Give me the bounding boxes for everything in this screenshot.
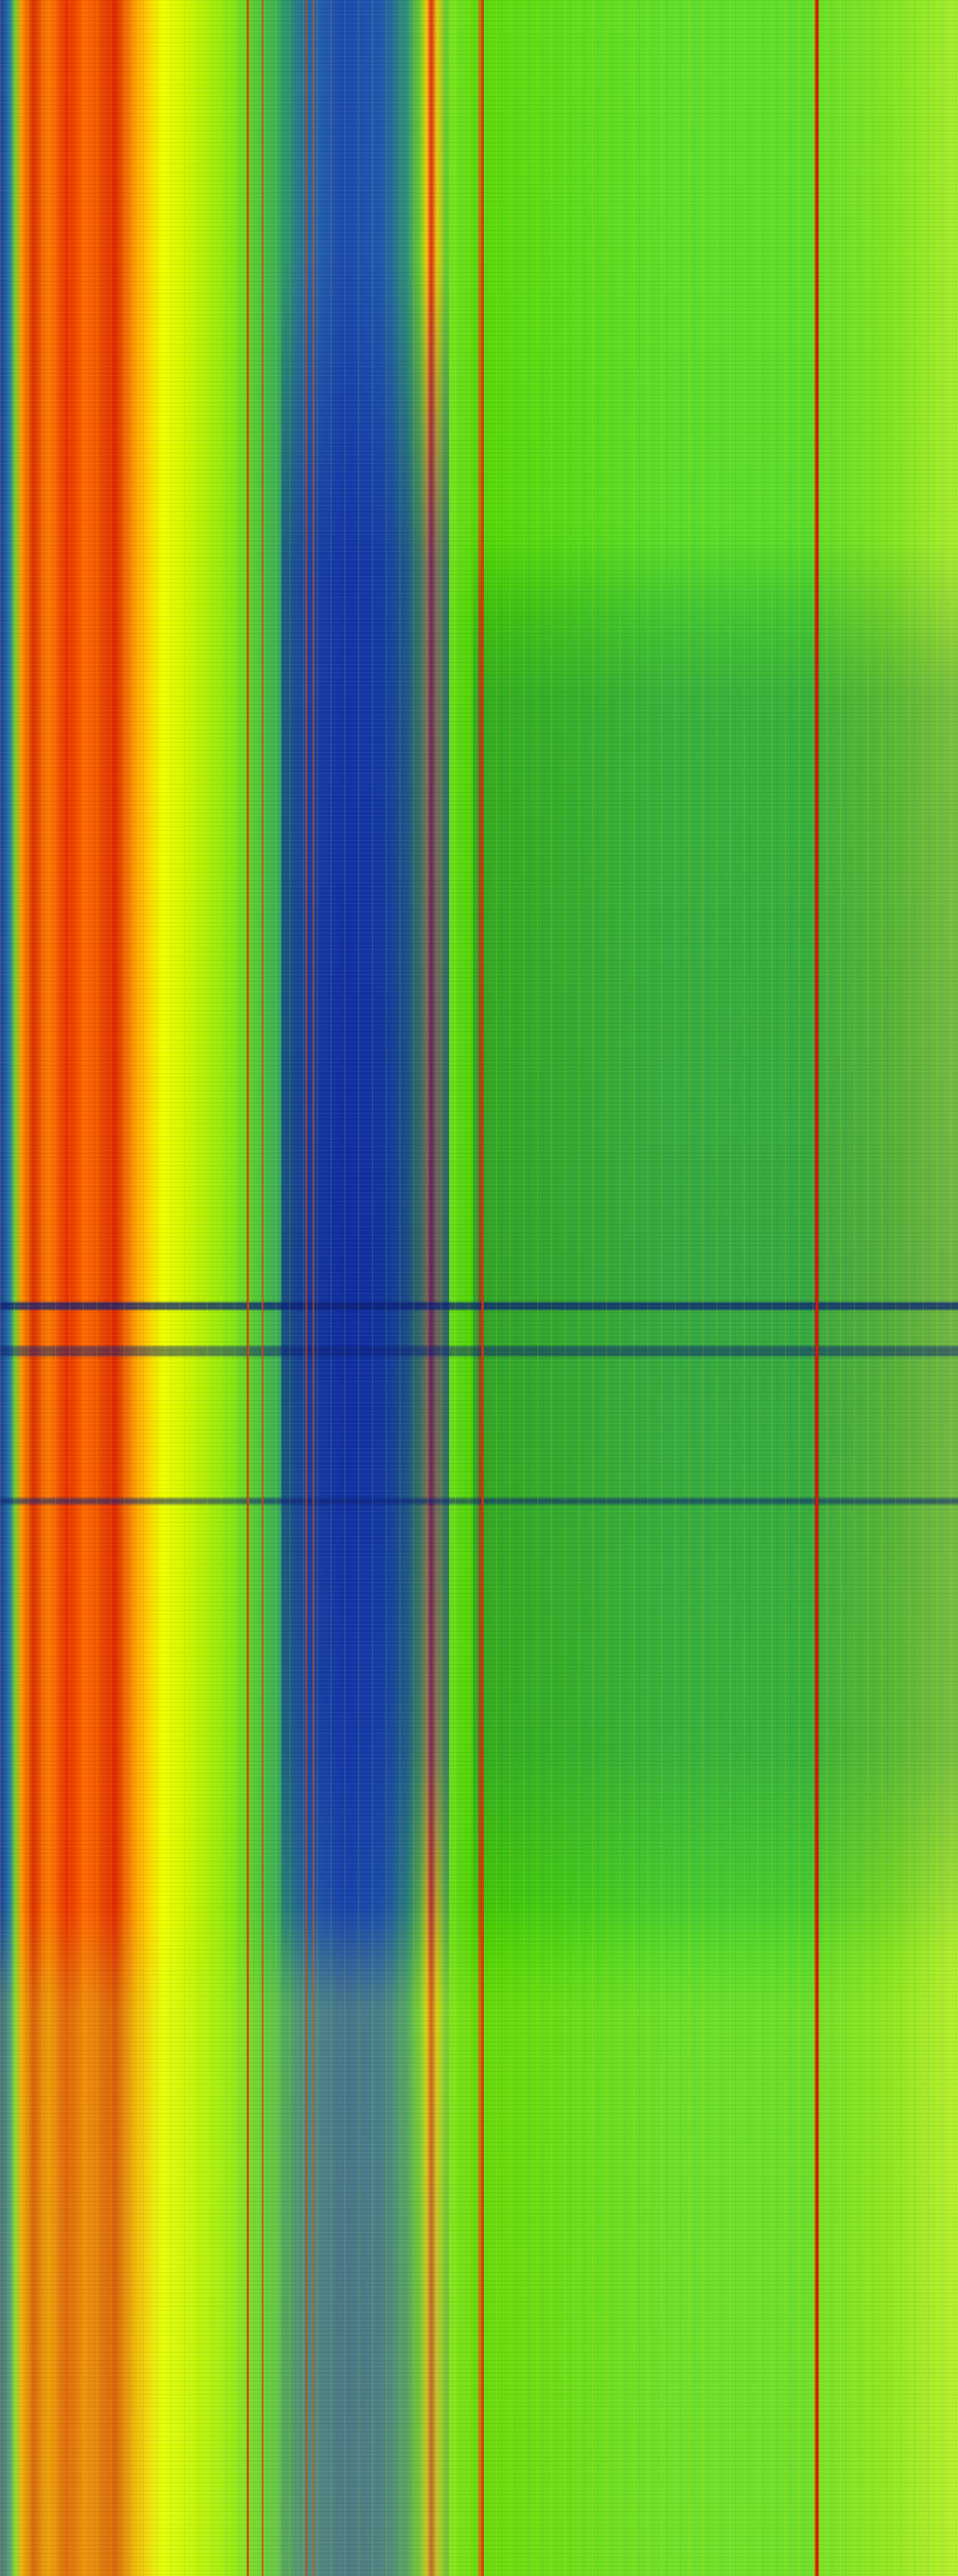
horizontal-texture — [0, 0, 958, 2576]
vertical-texture — [0, 0, 958, 2576]
red-lines — [0, 0, 958, 2576]
page: (() => { const data = JSON.parse(documen… — [0, 0, 958, 2576]
spectrogram — [0, 0, 958, 2576]
